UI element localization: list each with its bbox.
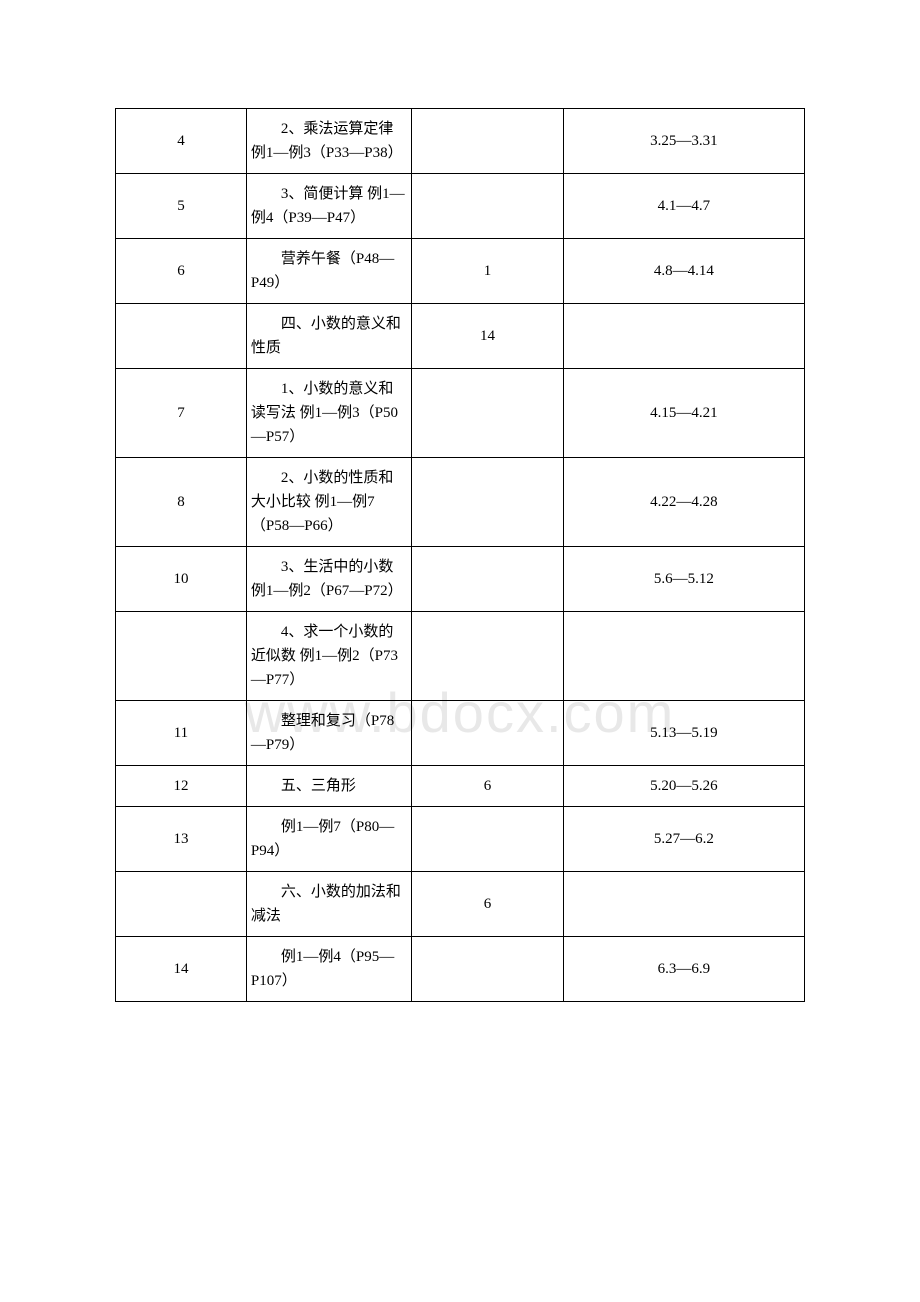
cell-content: 3、简便计算 例1—例4（P39—P47） <box>246 174 411 239</box>
table-body: 4 2、乘法运算定律 例1—例3（P33—P38） 3.25—3.31 5 3、… <box>116 109 805 1002</box>
cell-date <box>563 612 804 701</box>
table-row: 10 3、生活中的小数 例1—例2（P67—P72） 5.6—5.12 <box>116 547 805 612</box>
cell-content: 六、小数的加法和减法 <box>246 872 411 937</box>
cell-week: 8 <box>116 458 247 547</box>
cell-week: 5 <box>116 174 247 239</box>
cell-week: 4 <box>116 109 247 174</box>
cell-hours: 14 <box>412 304 564 369</box>
cell-date: 4.8—4.14 <box>563 239 804 304</box>
cell-date: 5.13—5.19 <box>563 701 804 766</box>
cell-date: 5.6—5.12 <box>563 547 804 612</box>
cell-hours <box>412 547 564 612</box>
cell-week: 7 <box>116 369 247 458</box>
table-row: 7 1、小数的意义和读写法 例1—例3（P50—P57） 4.15—4.21 <box>116 369 805 458</box>
cell-date: 4.15—4.21 <box>563 369 804 458</box>
schedule-table: 4 2、乘法运算定律 例1—例3（P33—P38） 3.25—3.31 5 3、… <box>115 108 805 1002</box>
cell-date <box>563 304 804 369</box>
cell-content: 3、生活中的小数 例1—例2（P67—P72） <box>246 547 411 612</box>
cell-week: 10 <box>116 547 247 612</box>
cell-hours <box>412 937 564 1002</box>
cell-content: 例1—例4（P95—P107） <box>246 937 411 1002</box>
cell-week <box>116 304 247 369</box>
cell-date <box>563 872 804 937</box>
cell-hours <box>412 701 564 766</box>
cell-hours: 6 <box>412 872 564 937</box>
cell-hours <box>412 109 564 174</box>
table-row: 13 例1—例7（P80—P94） 5.27—6.2 <box>116 807 805 872</box>
table-row: 5 3、简便计算 例1—例4（P39—P47） 4.1—4.7 <box>116 174 805 239</box>
cell-week: 13 <box>116 807 247 872</box>
cell-hours <box>412 612 564 701</box>
cell-week <box>116 872 247 937</box>
cell-date: 6.3—6.9 <box>563 937 804 1002</box>
cell-content: 五、三角形 <box>246 766 411 807</box>
cell-week: 6 <box>116 239 247 304</box>
cell-date: 4.1—4.7 <box>563 174 804 239</box>
table-row: 4 2、乘法运算定律 例1—例3（P33—P38） 3.25—3.31 <box>116 109 805 174</box>
table-row: 6 营养午餐（P48—P49） 1 4.8—4.14 <box>116 239 805 304</box>
cell-date: 5.27—6.2 <box>563 807 804 872</box>
table-row: 8 2、小数的性质和大小比较 例1—例7（P58—P66） 4.22—4.28 <box>116 458 805 547</box>
cell-date: 4.22—4.28 <box>563 458 804 547</box>
table-row: 四、小数的意义和性质 14 <box>116 304 805 369</box>
cell-hours <box>412 174 564 239</box>
cell-hours <box>412 458 564 547</box>
table-row: 14 例1—例4（P95—P107） 6.3—6.9 <box>116 937 805 1002</box>
cell-hours: 1 <box>412 239 564 304</box>
cell-hours <box>412 369 564 458</box>
cell-content: 整理和复习（P78—P79） <box>246 701 411 766</box>
cell-content: 四、小数的意义和性质 <box>246 304 411 369</box>
cell-hours: 6 <box>412 766 564 807</box>
cell-hours <box>412 807 564 872</box>
table-row: 4、求一个小数的近似数 例1—例2（P73—P77） <box>116 612 805 701</box>
table-row: 12 五、三角形 6 5.20—5.26 <box>116 766 805 807</box>
cell-week: 14 <box>116 937 247 1002</box>
cell-content: 2、小数的性质和大小比较 例1—例7（P58—P66） <box>246 458 411 547</box>
cell-week: 12 <box>116 766 247 807</box>
table-row: 六、小数的加法和减法 6 <box>116 872 805 937</box>
cell-date: 5.20—5.26 <box>563 766 804 807</box>
cell-content: 营养午餐（P48—P49） <box>246 239 411 304</box>
cell-date: 3.25—3.31 <box>563 109 804 174</box>
cell-content: 1、小数的意义和读写法 例1—例3（P50—P57） <box>246 369 411 458</box>
cell-content: 例1—例7（P80—P94） <box>246 807 411 872</box>
cell-week <box>116 612 247 701</box>
cell-content: 2、乘法运算定律 例1—例3（P33—P38） <box>246 109 411 174</box>
cell-week: 11 <box>116 701 247 766</box>
table-row: 11 整理和复习（P78—P79） 5.13—5.19 <box>116 701 805 766</box>
cell-content: 4、求一个小数的近似数 例1—例2（P73—P77） <box>246 612 411 701</box>
